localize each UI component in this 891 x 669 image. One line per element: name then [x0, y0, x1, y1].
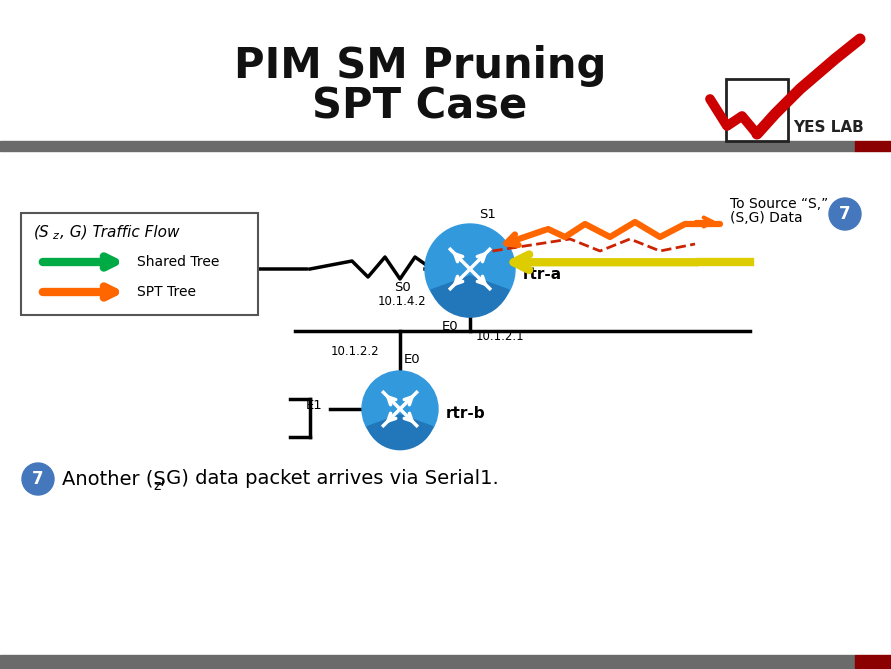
Text: z: z [52, 231, 58, 241]
Text: E1: E1 [306, 399, 322, 411]
Text: Another (S: Another (S [62, 470, 166, 488]
Text: rtr-b: rtr-b [446, 407, 486, 421]
Wedge shape [431, 276, 509, 317]
Circle shape [829, 198, 861, 230]
Bar [0, 655, 855, 669]
Text: (S: (S [34, 225, 50, 240]
Text: To RP (10.1.5.1): To RP (10.1.5.1) [72, 248, 192, 262]
Text: ,G) data packet arrives via Serial1.: ,G) data packet arrives via Serial1. [160, 470, 499, 488]
Text: rtr-a: rtr-a [523, 266, 562, 282]
FancyBboxPatch shape [21, 213, 258, 315]
Text: , G) Traffic Flow: , G) Traffic Flow [60, 225, 179, 240]
Text: 10.1.2.2: 10.1.2.2 [331, 345, 380, 357]
Text: 10.1.4.2: 10.1.4.2 [378, 294, 426, 308]
Text: YES LAB: YES LAB [793, 120, 863, 134]
Text: 7: 7 [32, 470, 44, 488]
Text: SPT Tree: SPT Tree [137, 285, 196, 299]
Bar [726, 79, 788, 141]
Circle shape [362, 371, 438, 447]
Text: PIM SM Pruning: PIM SM Pruning [233, 45, 606, 87]
Text: Shared Tree: Shared Tree [137, 255, 219, 269]
Bar [0, 141, 855, 151]
Text: S1: S1 [479, 207, 496, 221]
Text: z: z [153, 479, 160, 493]
Text: 7: 7 [839, 205, 851, 223]
Text: E0: E0 [404, 353, 421, 365]
Text: S0: S0 [394, 280, 411, 294]
Circle shape [22, 463, 54, 495]
Text: To Source “S,”: To Source “S,” [730, 197, 829, 211]
Text: (S,G) Data: (S,G) Data [730, 211, 803, 225]
Bar [855, 141, 891, 151]
Bar [855, 655, 891, 669]
Text: 10.1.2.1: 10.1.2.1 [476, 330, 524, 343]
Text: E0: E0 [442, 320, 458, 332]
Wedge shape [367, 415, 433, 450]
Circle shape [425, 224, 515, 314]
Text: SPT Case: SPT Case [313, 85, 527, 127]
